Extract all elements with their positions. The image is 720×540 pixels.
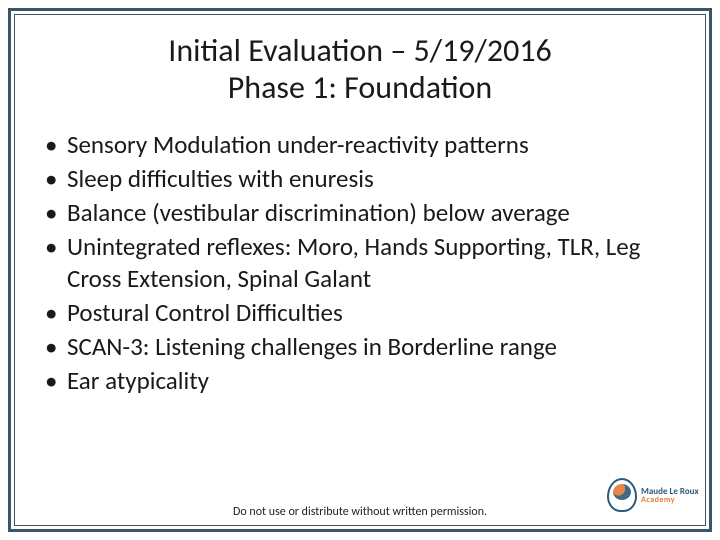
logo-text-block: Maude Le Roux Academy xyxy=(641,487,699,504)
footer-text: Do not use or distribute without written… xyxy=(15,505,705,519)
brand-logo: Maude Le Roux Academy xyxy=(607,473,693,517)
logo-sub: Academy xyxy=(641,496,699,504)
list-item: Balance (vestibular discrimination) belo… xyxy=(45,197,685,229)
title-block: Initial Evaluation – 5/19/2016 Phase 1: … xyxy=(35,33,685,107)
list-item: Sleep difficulties with enuresis xyxy=(45,163,685,195)
slide-outer-frame: Initial Evaluation – 5/19/2016 Phase 1: … xyxy=(8,8,712,532)
slide-inner-frame: Initial Evaluation – 5/19/2016 Phase 1: … xyxy=(14,14,706,526)
logo-brain-icon xyxy=(613,484,631,500)
title-line-2: Phase 1: Foundation xyxy=(35,70,685,107)
list-item: Postural Control Difficulties xyxy=(45,297,685,329)
list-item: SCAN-3: Listening challenges in Borderli… xyxy=(45,331,685,363)
title-line-1: Initial Evaluation – 5/19/2016 xyxy=(35,33,685,70)
bullet-list: Sensory Modulation under-reactivity patt… xyxy=(35,129,685,399)
list-item: Sensory Modulation under-reactivity patt… xyxy=(45,129,685,161)
list-item: Ear atypicality xyxy=(45,365,685,397)
logo-head-icon xyxy=(607,478,637,512)
list-item: Unintegrated reflexes: Moro, Hands Suppo… xyxy=(45,231,685,295)
